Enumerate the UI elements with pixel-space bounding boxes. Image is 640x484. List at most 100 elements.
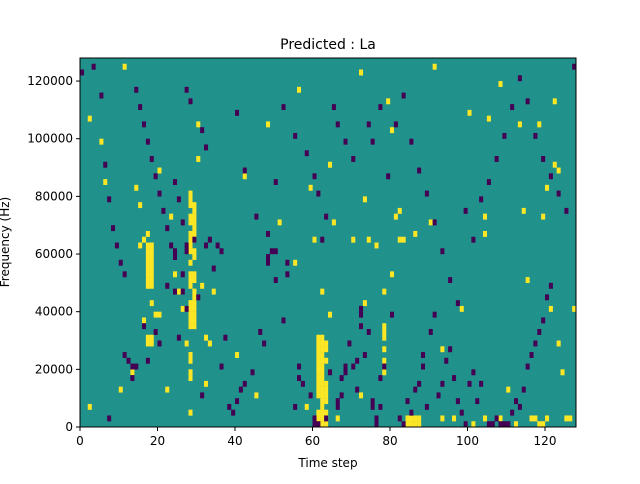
heatmap-cell-low bbox=[448, 277, 453, 284]
heatmap-cell-low bbox=[467, 380, 472, 387]
heatmap-cell-high bbox=[145, 282, 150, 289]
heatmap-cell-high bbox=[525, 277, 530, 284]
heatmap-cell-low bbox=[452, 375, 457, 382]
heatmap-cell-high bbox=[382, 369, 387, 376]
heatmap-cell-high bbox=[568, 415, 573, 422]
heatmap-cell-high bbox=[545, 184, 550, 191]
heatmap-cell-low bbox=[517, 403, 522, 410]
heatmap-cell-high bbox=[145, 254, 150, 260]
heatmap-cell-high bbox=[196, 121, 201, 128]
heatmap-cell-low bbox=[409, 409, 414, 416]
heatmap-cell-low bbox=[440, 248, 445, 255]
heatmap-cell-high bbox=[498, 415, 503, 422]
heatmap-cell-low bbox=[207, 236, 212, 243]
heatmap-cell-high bbox=[483, 230, 488, 237]
heatmap-cell-low bbox=[184, 242, 189, 249]
heatmap-cell-high bbox=[328, 161, 333, 168]
heatmap-cell-high bbox=[486, 115, 491, 122]
heatmap-cell-high bbox=[483, 213, 488, 220]
heatmap-cell-low bbox=[432, 311, 437, 318]
heatmap-cell-high bbox=[324, 392, 329, 399]
heatmap-cell-high bbox=[142, 236, 147, 243]
heatmap-cell-low bbox=[173, 179, 178, 185]
heatmap-cell-high bbox=[537, 421, 542, 428]
heatmap-cell-high bbox=[324, 421, 329, 428]
heatmap-cell-low bbox=[339, 392, 344, 399]
heatmap-cell-high bbox=[541, 421, 546, 428]
heatmap-cell-low bbox=[529, 352, 534, 358]
heatmap-cell-high bbox=[192, 311, 197, 318]
heatmap-cell-low bbox=[200, 127, 205, 134]
heatmap-cell-high bbox=[304, 403, 309, 410]
heatmap-cell-low bbox=[537, 328, 542, 335]
heatmap-cell-low bbox=[235, 398, 240, 405]
heatmap-cell-high bbox=[192, 254, 197, 260]
heatmap-cell-low bbox=[176, 196, 181, 203]
heatmap-cell-low bbox=[111, 225, 116, 232]
heatmap-cell-high bbox=[145, 265, 150, 272]
heatmap-cell-high bbox=[266, 121, 271, 128]
heatmap-cell-high bbox=[192, 225, 197, 232]
heatmap-cell-low bbox=[343, 369, 348, 376]
heatmap-cell-low bbox=[421, 352, 426, 358]
heatmap-cell-low bbox=[378, 104, 383, 111]
y-tick-label: 100000 bbox=[27, 132, 73, 146]
heatmap-cell-high bbox=[192, 317, 197, 324]
heatmap-cell-low bbox=[312, 173, 317, 180]
heatmap-cell-low bbox=[463, 421, 468, 428]
heatmap-cell-high bbox=[277, 219, 282, 226]
heatmap-cell-high bbox=[188, 323, 193, 330]
heatmap-cell-low bbox=[161, 207, 166, 214]
heatmap-cell-low bbox=[223, 334, 228, 341]
heatmap-cell-low bbox=[366, 328, 371, 335]
heatmap-cell-high bbox=[149, 277, 154, 284]
heatmap-cell-low bbox=[413, 386, 418, 393]
heatmap-cell-low bbox=[273, 179, 278, 185]
heatmap-cell-high bbox=[149, 334, 154, 341]
heatmap-cell-low bbox=[153, 173, 158, 180]
heatmap-cell-high bbox=[87, 403, 92, 410]
heatmap-cell-low bbox=[91, 63, 96, 70]
heatmap-cell-low bbox=[173, 248, 178, 255]
heatmap-cell-high bbox=[335, 415, 340, 422]
y-tick-label: 120000 bbox=[27, 74, 73, 88]
heatmap-cell-low bbox=[359, 323, 364, 330]
heatmap-cell-high bbox=[316, 363, 321, 370]
heatmap-cell-low bbox=[320, 236, 325, 243]
heatmap-cell-low bbox=[184, 305, 189, 312]
heatmap-cell-low bbox=[393, 121, 398, 128]
heatmap-cell-low bbox=[316, 421, 321, 428]
heatmap-cell-low bbox=[184, 248, 189, 255]
heatmap-cell-high bbox=[316, 386, 321, 393]
heatmap-cell-low bbox=[510, 409, 515, 416]
heatmap-cell-high bbox=[552, 161, 557, 168]
heatmap-cell-high bbox=[498, 81, 503, 87]
heatmap-cell-high bbox=[320, 380, 325, 387]
heatmap-cell-high bbox=[560, 369, 565, 376]
heatmap-cell-low bbox=[126, 357, 131, 364]
heatmap-cell-high bbox=[537, 121, 542, 128]
heatmap-cell-high bbox=[103, 179, 108, 185]
heatmap-cell-low bbox=[370, 403, 375, 410]
heatmap-cell-high bbox=[320, 409, 325, 416]
heatmap-cell-low bbox=[173, 254, 178, 260]
heatmap-cell-high bbox=[145, 259, 150, 266]
heatmap-cell-high bbox=[188, 271, 193, 278]
heatmap-cell-low bbox=[138, 104, 143, 111]
heatmap-cell-high bbox=[452, 415, 457, 422]
heatmap-cell-high bbox=[192, 207, 197, 214]
heatmap-cell-low bbox=[335, 121, 340, 128]
heatmap-cell-low bbox=[490, 421, 495, 428]
heatmap-cell-high bbox=[382, 357, 387, 364]
heatmap-cell-low bbox=[359, 305, 364, 312]
heatmap-cell-high bbox=[417, 421, 422, 428]
x-tick-label: 80 bbox=[382, 434, 397, 448]
heatmap-cell-high bbox=[145, 271, 150, 278]
heatmap-cell-low bbox=[463, 207, 468, 214]
heatmap-cell-high bbox=[188, 277, 193, 284]
heatmap-cell-low bbox=[227, 403, 232, 410]
heatmap-cell-high bbox=[320, 346, 325, 353]
heatmap-cell-low bbox=[200, 392, 205, 399]
heatmap-cell-high bbox=[130, 369, 135, 376]
heatmap-cell-low bbox=[378, 403, 383, 410]
